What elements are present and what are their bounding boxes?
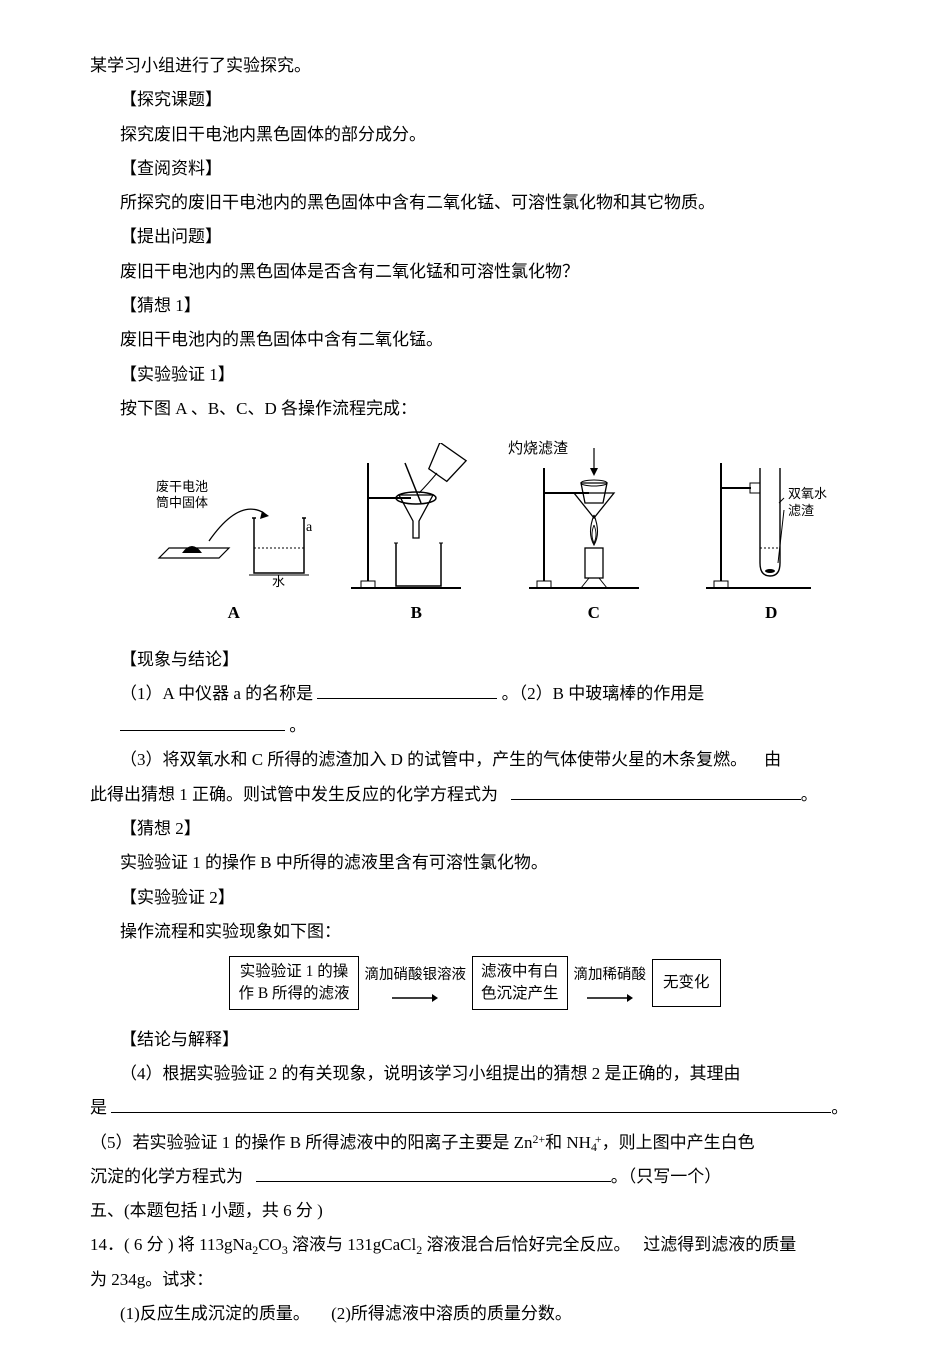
diagram-item-c: C	[519, 443, 669, 629]
experiment-diagram: 废干电池 筒中固体 a 水 A	[140, 443, 860, 629]
diagram-label-a: A	[228, 597, 240, 629]
blank-4	[111, 1096, 831, 1113]
diagram-a-svg: 废干电池 筒中固体 a 水	[154, 453, 314, 593]
sec8-title: 【实验验证 2】	[90, 882, 860, 914]
part-5-heading: 五、(本题包括 l 小题，共 6 分 )	[90, 1195, 860, 1227]
question-1-2: （1）A 中仪器 a 的名称是 。（2）B 中玻璃棒的作用是 。	[90, 678, 860, 743]
blank-3	[511, 783, 801, 800]
intro-text: 某学习小组进行了实验探究。	[90, 50, 860, 82]
blank-5	[256, 1165, 611, 1182]
question-5-line1: （5）若实验验证 1 的操作 B 所得滤液中的阳离子主要是 Zn2+和 NH4+…	[90, 1127, 860, 1159]
sec5-title: 【实验验证 1】	[90, 359, 860, 391]
flow-box-1: 实验验证 1 的操 作 B 所得的滤液	[229, 956, 358, 1009]
question-14-line1: 14．( 6 分 ) 将 113gNa2CO3 溶液与 131gCaCl2 溶液…	[90, 1229, 860, 1261]
svg-text:双氧水: 双氧水	[788, 486, 827, 501]
flow-arrow-1: 滴加硝酸银溶液	[365, 962, 467, 1004]
sec3-body: 废旧干电池内的黑色固体是否含有二氧化锰和可溶性氯化物？	[90, 256, 860, 288]
question-4-line1: （4）根据实验验证 2 的有关现象，说明该学习小组提出的猜想 2 是正确的，其理…	[90, 1058, 860, 1090]
sec5-body: 按下图 A 、B、C、D 各操作流程完成：	[90, 393, 860, 425]
blank-2	[120, 714, 285, 731]
question-3-line1: （3）将双氧水和 C 所得的滤渣加入 D 的试管中，产生的气体使带火星的木条复燃…	[90, 744, 860, 776]
sec9-title: 【结论与解释】	[90, 1024, 860, 1056]
diagram-label-d: D	[765, 597, 777, 629]
flowchart: 实验验证 1 的操 作 B 所得的滤液 滴加硝酸银溶液 滤液中有白 色沉淀产生 …	[90, 956, 860, 1009]
sec6-title: 【现象与结论】	[90, 644, 860, 676]
sec7-title: 【猜想 2】	[90, 813, 860, 845]
sec7-body: 实验验证 1 的操作 B 中所得的滤液里含有可溶性氯化物。	[90, 847, 860, 879]
svg-text:筒中固体: 筒中固体	[156, 495, 208, 510]
svg-text:a: a	[306, 520, 313, 535]
svg-text:滤渣: 滤渣	[788, 503, 814, 518]
question-5-line2: 沉淀的化学方程式为 。（只写一个）	[90, 1161, 860, 1193]
sec2-title: 【查阅资料】	[90, 153, 860, 185]
diagram-item-b: B	[341, 443, 491, 629]
sec2-body: 所探究的废旧干电池内的黑色固体中含有二氧化锰、可溶性氯化物和其它物质。	[90, 187, 860, 219]
diagram-item-d: 双氧水 滤渣 D	[696, 443, 846, 629]
diagram-top-annotation: 灼烧滤渣	[508, 435, 568, 464]
sec1-body: 探究废旧干电池内黑色固体的部分成分。	[90, 119, 860, 151]
question-4-line2: 是 。	[90, 1092, 860, 1124]
diagram-label-c: C	[588, 597, 600, 629]
svg-text:废干电池: 废干电池	[156, 479, 208, 494]
question-14-line2: 为 234g。试求：	[90, 1264, 860, 1296]
question-3-line2: 此得出猜想 1 正确。则试管中发生反应的化学方程式为 。	[90, 779, 860, 811]
flow-box-3: 无变化	[652, 959, 721, 1007]
diagram-b-svg	[341, 443, 491, 593]
sec1-title: 【探究课题】	[90, 84, 860, 116]
diagram-c-svg	[519, 443, 669, 593]
sec4-title: 【猜想 1】	[90, 290, 860, 322]
blank-1	[317, 682, 497, 699]
question-14-sub: (1)反应生成沉淀的质量。 (2)所得滤液中溶质的质量分数。	[90, 1298, 860, 1330]
flow-box-2: 滤液中有白 色沉淀产生	[472, 956, 568, 1009]
diagram-item-a: 废干电池 筒中固体 a 水 A	[154, 453, 314, 629]
sec3-title: 【提出问题】	[90, 221, 860, 253]
sec8-body: 操作流程和实验现象如下图：	[90, 916, 860, 948]
diagram-d-svg: 双氧水 滤渣	[696, 443, 846, 593]
svg-text:水: 水	[272, 574, 285, 589]
sec4-body: 废旧干电池内的黑色固体中含有二氧化锰。	[90, 324, 860, 356]
flow-arrow-2: 滴加稀硝酸	[574, 962, 647, 1004]
diagram-label-b: B	[411, 597, 422, 629]
